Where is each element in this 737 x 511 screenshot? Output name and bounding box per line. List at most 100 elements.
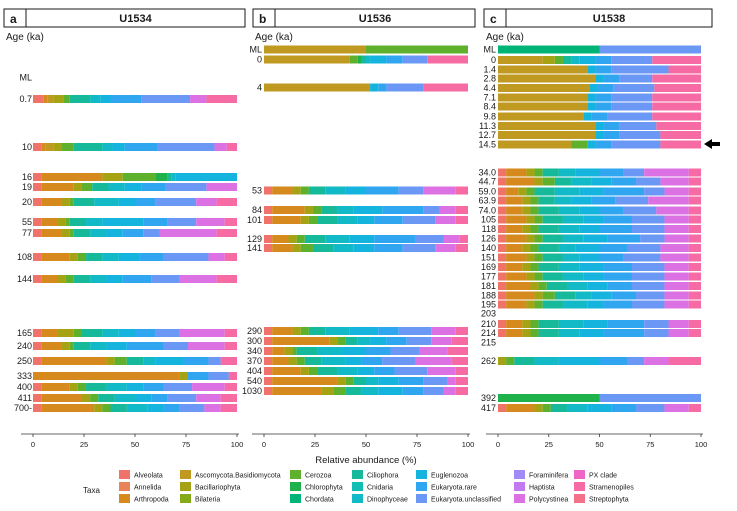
bar-segment-bacillariophyta [522, 263, 531, 271]
bar-segment-euglenozoa [126, 383, 144, 391]
bar-segment-euglenozoa [370, 55, 387, 64]
panel-title: U1534 [119, 13, 152, 25]
bar-segment-dinophyceae [90, 229, 107, 237]
bar-segment-euglenozoa [370, 337, 387, 345]
bar-segment-stramenopiles [220, 394, 237, 402]
bar-segment-cerozoa [77, 253, 87, 261]
age-label: 44.7 [478, 177, 496, 187]
bar-segment-bacillariophyta [522, 225, 531, 233]
bar-segment-polycystinea [447, 377, 456, 385]
age-label: ML [19, 73, 32, 83]
age-label: 165 [17, 328, 32, 338]
bar-segment-alveolata [264, 387, 273, 395]
bar-segment-alveolata [498, 404, 507, 412]
bar-segment-eukaryota-rare [151, 394, 168, 402]
bar-segment-dinophyceae [357, 337, 371, 345]
legend-label: Bacillariophyta [195, 485, 241, 492]
bar-segment-eukaryota-unclassified [165, 183, 207, 191]
bar-segment-euglenozoa [106, 229, 123, 237]
age-label: ML [483, 45, 496, 55]
bar-segment-dinophyceae [562, 215, 584, 224]
age-label: 59.0 [478, 187, 496, 197]
bar-segment-stramenopiles [688, 320, 701, 328]
bar-segment-bacillariophyta [53, 143, 62, 151]
bar-segment-cerozoa [530, 244, 539, 252]
bar-segment-polycystinea [214, 143, 227, 151]
bar-segment-stramenopiles [455, 327, 468, 335]
bar-segment-ciliophora [86, 383, 107, 391]
bar-segment-bacillariophyta [534, 291, 543, 300]
bar-segment-arthropoda [41, 329, 58, 337]
bar-segment-polycystinea [206, 183, 237, 191]
bar-segment-dinophyceae [90, 275, 107, 283]
bar-segment-ciliophora [542, 300, 563, 309]
bar-segment-eukaryota-rare [591, 196, 616, 205]
legend-label: Euglenozoa [431, 473, 468, 480]
bar-segment-ciliophora [317, 216, 338, 224]
bar-segment-bacillariophyta [292, 327, 301, 335]
bar-segment-cerozoa [308, 367, 318, 375]
bar-segment-cerozoa [571, 140, 588, 149]
bar-segment-polycystinea [431, 327, 456, 335]
bar-segment-eukaryota-unclassified [157, 143, 215, 151]
bar-segment-eukaryota-rare [603, 187, 645, 196]
legend-item: Dinophyceae [352, 494, 408, 504]
bar-segment-alveolata [264, 327, 273, 335]
bar-segment-eukaryota-unclassified [151, 275, 180, 283]
bar-segment-stramenopiles [423, 83, 468, 92]
bar-segment-ciliophora [73, 198, 95, 206]
bar-segment-alveolata [33, 218, 42, 226]
bar-segment-stramenopiles [688, 196, 701, 205]
bar-segment-eukaryota-unclassified [423, 377, 448, 385]
age-label: ML [249, 45, 262, 55]
bar-segment-arthropoda [272, 235, 289, 243]
bar-segment-dinophyceae [108, 183, 125, 191]
x-tick-label: 50 [595, 440, 603, 449]
bar-segment-bacillariophyta [530, 282, 539, 290]
bar-segment-bacillariophyta [522, 196, 531, 205]
bar-segment-bacillariophyta [522, 320, 531, 328]
bar-segment-eukaryota-rare [597, 84, 614, 92]
legend-swatch [290, 482, 301, 491]
legend-item: Bacillariophyta [180, 482, 241, 492]
bar-segment-eukaryota-rare [126, 342, 164, 350]
age-label: 0.7 [19, 94, 32, 104]
age-label: 34.0 [478, 168, 496, 178]
bar-segment-bacillariophyta [292, 186, 301, 195]
bar-segment-eukaryota-unclassified [141, 95, 191, 103]
bar-segment-cerozoa [530, 263, 539, 271]
bar-segment-ascomycota-basidiomycota [264, 55, 350, 64]
bar-segment-eukaryota-unclassified [382, 357, 415, 365]
bar-segment-euglenozoa [345, 357, 362, 365]
legend-label: Ascomycota.Basidiomycota [195, 473, 281, 480]
bar-segment-stramenopiles [455, 206, 468, 214]
bar-segment-alveolata [264, 216, 273, 224]
bar-segment-euglenozoa [118, 198, 135, 206]
bar-segment-polycystinea [190, 95, 207, 103]
bar-segment-euglenozoa [583, 112, 592, 121]
bar-segment-dinophyceae [558, 168, 576, 177]
bar-segment-ciliophora [562, 56, 572, 64]
age-label: 195 [481, 300, 496, 310]
legend-item: Eukaryota.unclassified [416, 494, 501, 504]
bar-segment-eukaryota-unclassified [394, 367, 428, 375]
bar-segment-cerozoa [65, 218, 70, 226]
bar-segment-arthropoda [41, 173, 103, 181]
age-label: 144 [17, 274, 32, 284]
age-label: 540 [247, 376, 262, 386]
bar-segment-eukaryota-rare [595, 56, 612, 64]
bar-segment-euglenozoa [175, 173, 237, 181]
bar-segment-eukaryota-unclassified [619, 74, 653, 83]
bar-segment-eukaryota-unclassified [402, 55, 428, 64]
bar-segment-dinophyceae [325, 235, 350, 243]
legend-item: Eukaryota.rare [416, 482, 477, 492]
bar-segment-polycystinea [159, 229, 217, 237]
bar-segment-ascomycota-basidiomycota [264, 45, 366, 54]
age-label: 16 [22, 172, 32, 182]
age-label: 214 [481, 328, 496, 338]
bar-segment-ciliophora [69, 95, 91, 103]
legend-item: Alveolata [119, 470, 163, 480]
bar-segment-eukaryota-unclassified [644, 329, 669, 337]
bar-segment-cerozoa [534, 215, 543, 224]
bar-segment-ascomycota-basidiomycota [264, 83, 371, 92]
